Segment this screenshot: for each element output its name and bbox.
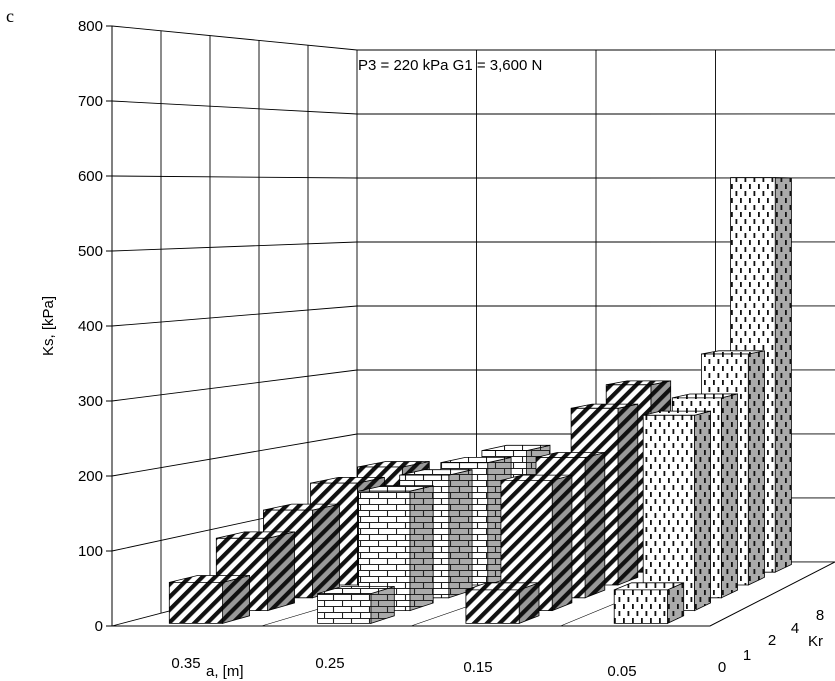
ygrid-left <box>111 100 358 115</box>
y-tick-label: 300 <box>78 393 103 410</box>
bar-front <box>465 589 520 624</box>
ygrid-left <box>111 433 358 477</box>
bar <box>358 485 434 612</box>
bar-side <box>409 485 434 612</box>
ygrid-left <box>111 175 358 179</box>
bar-front <box>613 589 668 624</box>
chart-title: P3 = 220 kPa G1 = 3,600 N <box>358 57 542 74</box>
ygrid-left <box>111 369 358 402</box>
bar-side <box>267 531 295 612</box>
bar-side <box>694 410 711 612</box>
bar-side <box>584 451 606 599</box>
x-tick-label: 0.25 <box>315 655 344 672</box>
y-tick-label: 400 <box>78 318 103 335</box>
z-tick-label: 2 <box>768 632 776 649</box>
bar-side <box>774 177 792 573</box>
bar-side <box>747 350 765 586</box>
bar-side <box>551 474 573 612</box>
y-tick-labels: 0 100 200 300 400 500 600 700 800 <box>78 18 112 635</box>
y-tick-label: 200 <box>78 468 103 485</box>
panel-label: c <box>6 6 14 26</box>
y-tick-label: 100 <box>78 543 103 560</box>
y-tick-label: 0 <box>95 618 103 635</box>
bar <box>465 582 540 624</box>
x-tick-labels: 0.35 0.25 0.15 0.05 <box>171 655 636 680</box>
y-tick-label: 800 <box>78 18 103 35</box>
bar <box>168 574 251 624</box>
bar-front <box>642 414 695 611</box>
z-tick-label: 4 <box>791 620 799 637</box>
bar-side <box>721 393 738 599</box>
y-axis-label: Ks, [kPa] <box>40 296 57 356</box>
bar <box>642 410 711 612</box>
z-axis-label: Kr <box>808 633 823 650</box>
bar <box>500 474 573 612</box>
y-tick-label: 700 <box>78 93 103 110</box>
bar <box>317 585 395 624</box>
bar-front <box>168 582 224 624</box>
z-tick-label: 1 <box>743 647 751 664</box>
ygrid-left <box>111 305 358 327</box>
bars <box>168 177 792 625</box>
y-tick-label: 600 <box>78 168 103 185</box>
bar-side <box>222 574 251 624</box>
bar-side <box>617 403 639 586</box>
bar-side <box>312 503 340 599</box>
x-axis-label: a, [m] <box>206 663 244 680</box>
bar-side <box>448 469 473 599</box>
x-tick-label: 0.15 <box>463 659 492 676</box>
x-tick-label: 0.05 <box>607 663 636 680</box>
ygrid-left <box>111 241 358 252</box>
z-tick-label: 0 <box>718 659 726 676</box>
ygrid-left <box>111 25 358 51</box>
bar-front <box>317 593 372 624</box>
y-tick-label: 500 <box>78 243 103 260</box>
bar <box>613 582 685 625</box>
x-tick-label: 0.35 <box>171 655 200 672</box>
z-tick-label: 8 <box>816 607 824 624</box>
floor-edge <box>112 561 835 627</box>
